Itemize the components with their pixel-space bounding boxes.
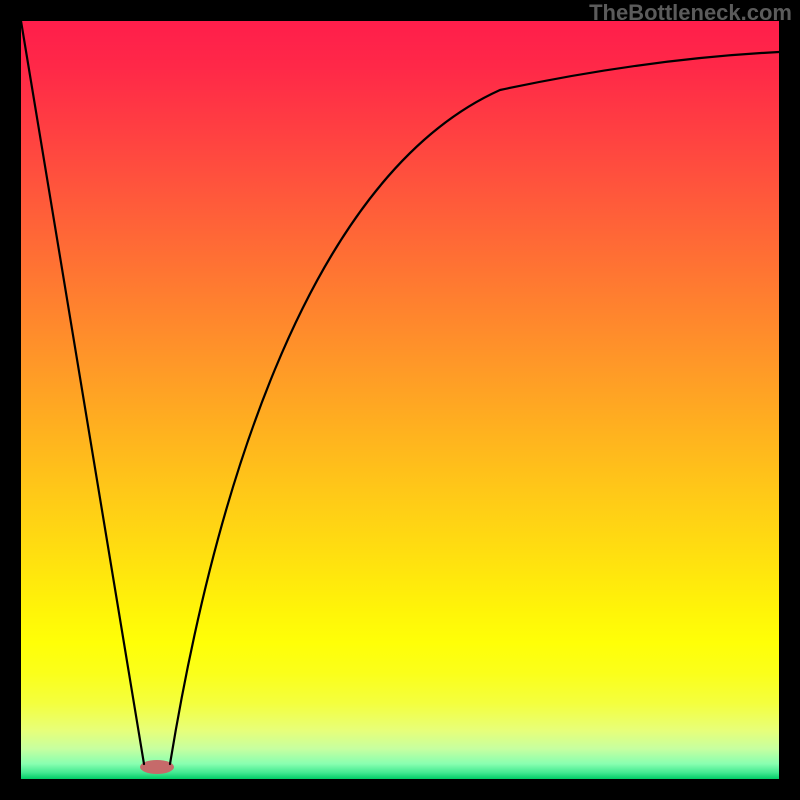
watermark-text: TheBottleneck.com <box>589 0 792 26</box>
figure-root: TheBottleneck.com <box>0 0 800 800</box>
curve-overlay <box>21 21 779 779</box>
curve-left-branch <box>21 21 144 764</box>
target-marker <box>140 760 174 774</box>
plot-area <box>21 21 779 779</box>
curve-right-branch <box>170 52 779 764</box>
